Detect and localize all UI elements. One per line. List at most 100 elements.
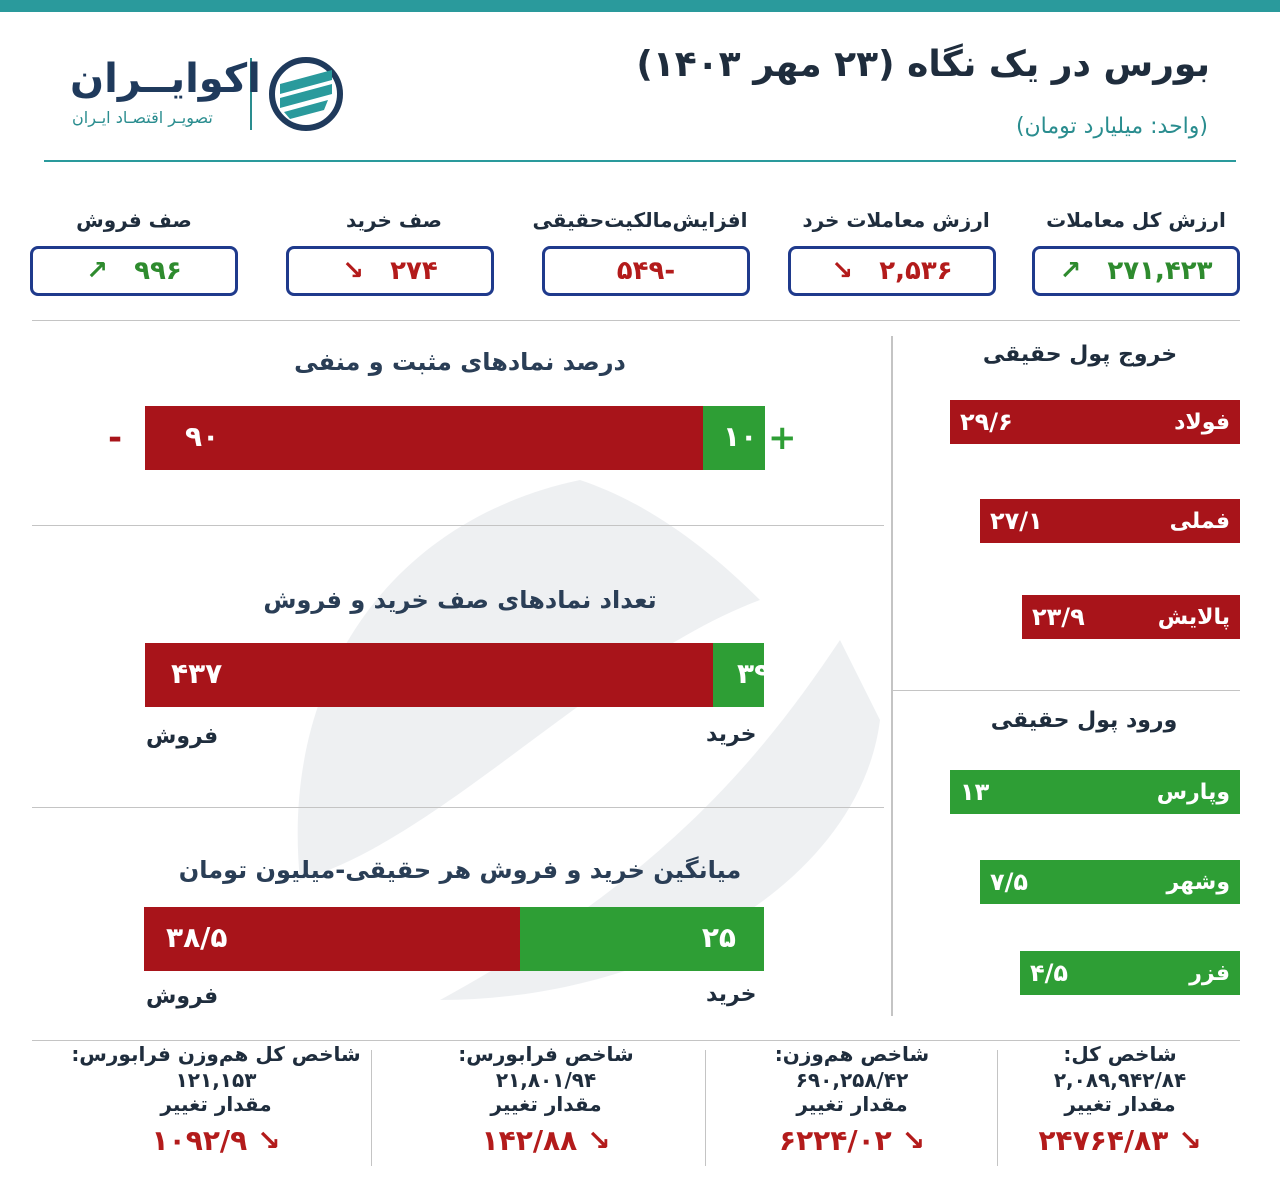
logo-divider bbox=[250, 58, 252, 130]
negative-value: ۹۰ bbox=[185, 420, 220, 453]
index-total: شاخص کل: ۲,۰۸۹,۹۴۲/۸۴ مقدار تغییر ↘ ۲۴۷۶… bbox=[970, 1042, 1270, 1157]
index-farabourse-equal-weight: شاخص کل هم‌وزن فرابورس: ۱۲۱,۱۵۳ مقدار تغ… bbox=[56, 1042, 376, 1157]
kpi-label-retail-value: ارزش معاملات خرد bbox=[802, 208, 990, 232]
symbol-value: ۱۳ bbox=[960, 778, 990, 806]
divider-vertical bbox=[891, 336, 893, 1016]
average-bar: ۳۸/۵ ۲۵ bbox=[144, 907, 764, 971]
index-equal-weight: شاخص هم‌وزن: ۶۹۰,۲۵۸/۴۲ مقدار تغییر ↘ ۶۲… bbox=[702, 1042, 1002, 1157]
index-name: شاخص فرابورس: bbox=[458, 1042, 634, 1066]
arrow-down-icon: ↘ bbox=[342, 256, 365, 286]
buy-segment: ۲۵ bbox=[520, 907, 764, 971]
buy-segment: ۳۹ bbox=[713, 643, 771, 707]
positive-value: ۱۰ bbox=[723, 420, 758, 453]
symbol-name: فولاد bbox=[1174, 409, 1230, 435]
divider-top bbox=[32, 320, 1240, 321]
symbol-value: ۲۳/۹ bbox=[1032, 603, 1085, 631]
index-name: شاخص هم‌وزن: bbox=[774, 1042, 930, 1066]
arrow-down-icon: ↘ bbox=[901, 1124, 925, 1157]
change-value: ۲۴۷۶۴/۸۳ bbox=[1038, 1124, 1169, 1157]
change-value: ۱۰۹۲/۹ bbox=[151, 1124, 248, 1157]
index-value: ۲۱,۸۰۱/۹۴ bbox=[495, 1068, 597, 1092]
index-divider-2 bbox=[705, 1050, 706, 1166]
page-title: بورس در یک نگاه (۲۳ مهر ۱۴۰۳) bbox=[636, 44, 1210, 85]
sell-value: ۴۳۷ bbox=[171, 657, 223, 690]
inflow-bar-3: فزر ۴/۵ bbox=[1020, 951, 1240, 995]
header-divider bbox=[44, 160, 1236, 162]
outflow-title: خروج پول حقیقی bbox=[982, 342, 1178, 367]
index-value: ۶۹۰,۲۵۸/۴۲ bbox=[795, 1068, 909, 1092]
index-value: ۲,۰۸۹,۹۴۲/۸۴ bbox=[1053, 1068, 1187, 1092]
average-sell-label: فروش bbox=[146, 984, 219, 1009]
symbol-name: وپارس bbox=[1156, 779, 1230, 805]
buy-value: ۳۹ bbox=[737, 657, 772, 690]
kpi-label-real-ownership: افزایش‌مالکیت‌حقیقی bbox=[532, 208, 748, 232]
arrow-up-icon: ↗ bbox=[86, 256, 109, 286]
sell-value: ۳۸/۵ bbox=[166, 921, 228, 954]
queues-buy-label: خرید bbox=[706, 722, 757, 747]
inflow-title: ورود پول حقیقی bbox=[990, 708, 1178, 733]
kpi-label-buy-queue: صف خرید bbox=[345, 208, 443, 232]
kpi-label-sell-queue: صف فروش bbox=[76, 208, 192, 232]
change-value: ۱۴۲/۸۸ bbox=[481, 1124, 578, 1157]
negative-segment: ۹۰ bbox=[145, 406, 703, 470]
index-name: شاخص کل هم‌وزن فرابورس: bbox=[71, 1042, 361, 1066]
index-farabourse: شاخص فرابورس: ۲۱,۸۰۱/۹۴ مقدار تغییر ↘ ۱۴… bbox=[396, 1042, 696, 1157]
arrow-down-icon: ↘ bbox=[1178, 1124, 1202, 1157]
brand-tagline: تصویـر اقتصـاد ایـران bbox=[72, 108, 213, 127]
positive-segment: ۱۰ bbox=[703, 406, 765, 470]
top-accent-bar bbox=[0, 0, 1280, 12]
brand-name: اکوایــران bbox=[70, 56, 261, 102]
symbol-name: فملی bbox=[1169, 508, 1230, 534]
symbol-name: وشهر bbox=[1166, 869, 1230, 895]
change-row: ↘ ۱۴۲/۸۸ bbox=[396, 1124, 696, 1157]
kpi-value: ۲۷۱,۴۲۳ bbox=[1107, 256, 1213, 286]
kpi-label-total-value: ارزش کل معاملات bbox=[1046, 208, 1226, 232]
queues-title: تعداد نمادهای صف خرید و فروش bbox=[263, 586, 657, 614]
divider-left-2 bbox=[32, 807, 884, 808]
index-divider-1 bbox=[997, 1050, 998, 1166]
arrow-down-icon: ↘ bbox=[831, 256, 854, 286]
average-title: میانگین خرید و فروش هر حقیقی-میلیون توما… bbox=[178, 856, 742, 884]
inflow-bar-2: وشهر ۷/۵ bbox=[980, 860, 1240, 904]
kpi-value: ۲,۵۳۶ bbox=[879, 256, 953, 286]
symbol-value: ۴/۵ bbox=[1030, 959, 1069, 987]
kpi-value: -۵۴۹ bbox=[616, 256, 676, 286]
change-row: ↘ ۲۴۷۶۴/۸۳ bbox=[970, 1124, 1270, 1157]
symbol-value: ۲۷/۱ bbox=[990, 507, 1043, 535]
outflow-bar-2: فملی ۲۷/۱ bbox=[980, 499, 1240, 543]
unit-caption: (واحد: میلیارد تومان) bbox=[1015, 114, 1208, 139]
change-value: ۶۲۲۴/۰۲ bbox=[779, 1124, 892, 1157]
kpi-box-retail-value: ۲,۵۳۶ ↘ bbox=[788, 246, 996, 296]
kpi-value: ۲۷۴ bbox=[390, 256, 438, 286]
average-buy-label: خرید bbox=[706, 982, 757, 1007]
symbol-value: ۷/۵ bbox=[990, 868, 1029, 896]
divider-right bbox=[892, 690, 1240, 691]
kpi-box-sell-queue: ۹۹۶ ↗ bbox=[30, 246, 238, 296]
change-row: ↘ ۶۲۲۴/۰۲ bbox=[702, 1124, 1002, 1157]
queues-sell-label: فروش bbox=[146, 724, 219, 749]
arrow-down-icon: ↘ bbox=[586, 1124, 611, 1157]
index-value: ۱۲۱,۱۵۳ bbox=[175, 1068, 257, 1092]
outflow-bar-1: فولاد ۲۹/۶ bbox=[950, 400, 1240, 444]
sell-segment: ۴۳۷ bbox=[145, 643, 713, 707]
positive-negative-bar: ۹۰ ۱۰ bbox=[145, 406, 765, 470]
symbol-name: فزر bbox=[1189, 960, 1230, 986]
queues-bar: ۴۳۷ ۳۹ bbox=[145, 643, 771, 707]
sell-segment: ۳۸/۵ bbox=[144, 907, 520, 971]
symbol-name: پالایش bbox=[1157, 604, 1230, 630]
kpi-box-real-ownership: -۵۴۹ bbox=[542, 246, 750, 296]
kpi-box-buy-queue: ۲۷۴ ↘ bbox=[286, 246, 494, 296]
change-label: مقدار تغییر bbox=[1064, 1092, 1176, 1116]
index-divider-3 bbox=[371, 1050, 372, 1166]
plus-sign: + bbox=[768, 418, 797, 458]
outflow-bar-3: پالایش ۲۳/۹ bbox=[1022, 595, 1240, 639]
arrow-up-icon: ↗ bbox=[1059, 256, 1082, 286]
minus-sign: - bbox=[108, 418, 123, 458]
divider-bottom bbox=[32, 1040, 1240, 1041]
divider-left-1 bbox=[32, 525, 884, 526]
change-label: مقدار تغییر bbox=[160, 1092, 272, 1116]
brand-logo-icon bbox=[269, 57, 343, 131]
index-name: شاخص کل: bbox=[1063, 1042, 1177, 1066]
positive-negative-title: درصد نمادهای مثبت و منفی bbox=[294, 348, 626, 376]
change-row: ↘ ۱۰۹۲/۹ bbox=[56, 1124, 376, 1157]
